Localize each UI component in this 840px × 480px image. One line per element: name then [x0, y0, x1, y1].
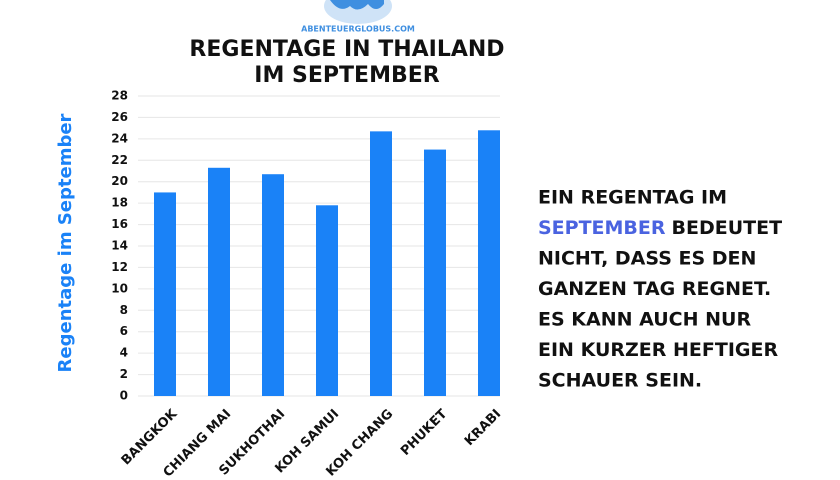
- logo: [324, 0, 392, 24]
- bar: [478, 130, 500, 397]
- bar: [316, 205, 338, 396]
- y-tick-label: 16: [111, 217, 128, 231]
- y-tick-label: 22: [111, 153, 128, 167]
- note-text: GANZEN TAG REGNET.: [538, 278, 771, 300]
- bar: [424, 149, 446, 396]
- x-tick-label: KRABI: [462, 407, 504, 449]
- bar: [370, 131, 392, 396]
- note-text: SCHAUER SEIN.: [538, 370, 702, 392]
- note-text: NICHT, DASS ES DEN: [538, 248, 756, 270]
- y-tick-label: 26: [111, 110, 128, 124]
- y-tick-label: 20: [111, 174, 128, 188]
- y-tick-label: 24: [111, 131, 128, 145]
- bar: [262, 174, 284, 396]
- y-tick-label: 12: [111, 260, 128, 274]
- y-tick-label: 6: [120, 324, 128, 338]
- note-text: EIN REGENTAG IM: [538, 187, 727, 209]
- note-text: EIN KURZER HEFTIGER: [538, 339, 778, 361]
- y-tick-label: 0: [120, 389, 128, 403]
- y-tick-label: 18: [111, 196, 128, 210]
- y-tick-label: 2: [120, 367, 128, 381]
- chart-title: IM SEPTEMBER: [254, 63, 439, 88]
- note-text: SEPTEMBER: [538, 217, 666, 239]
- y-tick-label: 4: [120, 346, 128, 360]
- x-tick-label: PHUKET: [398, 407, 450, 459]
- y-axis-label: Regentage im September: [55, 113, 76, 372]
- bar: [208, 167, 230, 396]
- note-text: BEDEUTET: [672, 217, 783, 239]
- site-name: ABENTEUERGLOBUS.COM: [301, 25, 415, 34]
- y-tick-label: 28: [111, 89, 128, 103]
- bar: [154, 192, 176, 396]
- chart-title: REGENTAGE IN THAILAND: [189, 37, 504, 62]
- y-tick-label: 8: [120, 303, 128, 317]
- y-tick-label: 10: [111, 281, 128, 295]
- note-text: ES KANN AUCH NUR: [538, 309, 751, 331]
- y-tick-label: 14: [111, 239, 128, 253]
